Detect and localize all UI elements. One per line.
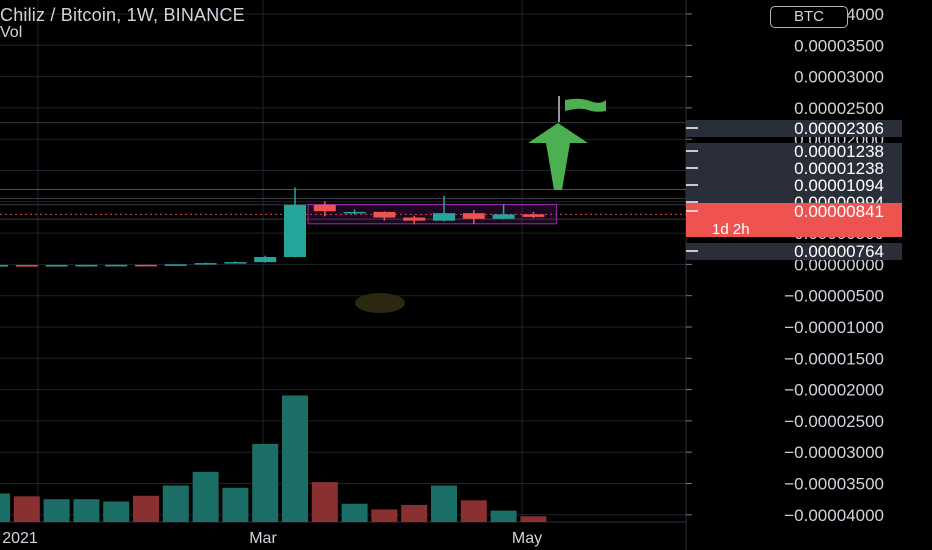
- price-axis-label: 0.00000000: [794, 255, 884, 274]
- candle-body: [433, 213, 455, 221]
- price-tag-label: 0.00001238: [794, 159, 884, 178]
- volume-bar: [0, 493, 10, 522]
- price-axis-label: −0.00001500: [784, 349, 884, 368]
- volume-bar: [43, 499, 70, 522]
- price-axis[interactable]: 0.000040000.000035000.000030000.00002500…: [686, 5, 884, 525]
- candle-body: [75, 264, 98, 267]
- time-axis-label: Mar: [249, 530, 277, 547]
- volume-bar: [401, 504, 428, 522]
- volume-indicator-label[interactable]: Vol: [0, 24, 23, 41]
- price-axis-label: 0.00003000: [794, 68, 884, 87]
- volume-bar: [490, 510, 517, 522]
- price-tag-bg: [686, 143, 902, 160]
- candle-body: [343, 211, 366, 214]
- candle-body: [373, 211, 396, 218]
- chart-grid: [0, 0, 687, 550]
- candlesticks: [0, 187, 545, 267]
- price-axis-label: −0.00002000: [784, 381, 884, 400]
- volume-bar: [222, 487, 249, 522]
- highlight-ellipse: [355, 293, 405, 313]
- price-tag-label: 0.00002306: [794, 119, 884, 138]
- volume-bar: [133, 495, 159, 522]
- symbol-title[interactable]: Chiliz / Bitcoin, 1W, BINANCE: [0, 5, 245, 25]
- volume-bar: [192, 471, 219, 522]
- price-axis-label: −0.00004000: [784, 506, 884, 525]
- price-tag-label: 0.00001094: [794, 176, 884, 195]
- volume-bar: [13, 496, 40, 522]
- candle-body: [462, 213, 485, 219]
- volume-bar: [73, 499, 100, 522]
- price-axis-label: −0.00001000: [784, 318, 884, 337]
- price-tag-bg: [686, 120, 902, 137]
- price-axis-label: −0.00003000: [784, 443, 884, 462]
- price-tag-label: 0.00000764: [794, 242, 884, 261]
- flag-icon: [565, 98, 606, 112]
- time-axis[interactable]: 2021 Mar May: [2, 530, 542, 547]
- candle-body: [0, 265, 8, 267]
- price-tag-label: 0.00001238: [794, 142, 884, 161]
- volume-bar: [371, 509, 398, 522]
- range-rectangle: [307, 203, 557, 225]
- volume-bar: [103, 501, 130, 522]
- candle-body: [164, 264, 187, 266]
- currency-button[interactable]: BTC: [770, 6, 848, 28]
- candle-body: [105, 264, 128, 267]
- price-axis-label: −0.00003500: [784, 475, 884, 494]
- volume-bar: [311, 482, 338, 522]
- time-axis-label: May: [512, 530, 542, 547]
- volume-bar: [252, 443, 279, 522]
- candle-body: [224, 262, 247, 264]
- candle-body: [15, 265, 38, 267]
- volume-bar: [341, 503, 368, 522]
- volume-bar: [282, 395, 308, 522]
- price-tag-bg: [686, 177, 902, 194]
- candle-body: [284, 204, 306, 257]
- volume-bar: [162, 485, 189, 522]
- price-axis-label: 0.00002500: [794, 99, 884, 118]
- candle-body: [492, 214, 515, 219]
- price-tag-bg: [686, 203, 902, 237]
- candle-body: [194, 263, 217, 265]
- price-tag-bg: [686, 243, 902, 260]
- up-arrow-drawing: [528, 123, 588, 190]
- candle-body: [403, 217, 426, 221]
- candle-body: [254, 256, 277, 263]
- consolidation-range-box[interactable]: [307, 203, 557, 225]
- volume-bar: [460, 500, 487, 522]
- drawing-tools[interactable]: [355, 96, 606, 313]
- candle-body: [135, 264, 157, 267]
- candle-body: [45, 264, 68, 267]
- price-axis-label: 0.00003500: [794, 36, 884, 55]
- countdown-label: 1d 2h: [712, 221, 750, 238]
- volume-bar: [520, 516, 547, 522]
- price-tag-bg: [686, 160, 902, 177]
- price-axis-label: −0.00000500: [784, 287, 884, 306]
- time-axis-label: 2021: [2, 530, 38, 547]
- candle-body: [313, 204, 336, 212]
- volume-bar: [431, 485, 457, 522]
- volume-bars: [0, 395, 547, 522]
- candle-body: [522, 214, 545, 217]
- price-tag-label: 0.00000841: [794, 202, 884, 221]
- price-axis-label: −0.00002500: [784, 412, 884, 431]
- price-labels: 0.000023060.000012380.000012380.00001094…: [686, 119, 902, 261]
